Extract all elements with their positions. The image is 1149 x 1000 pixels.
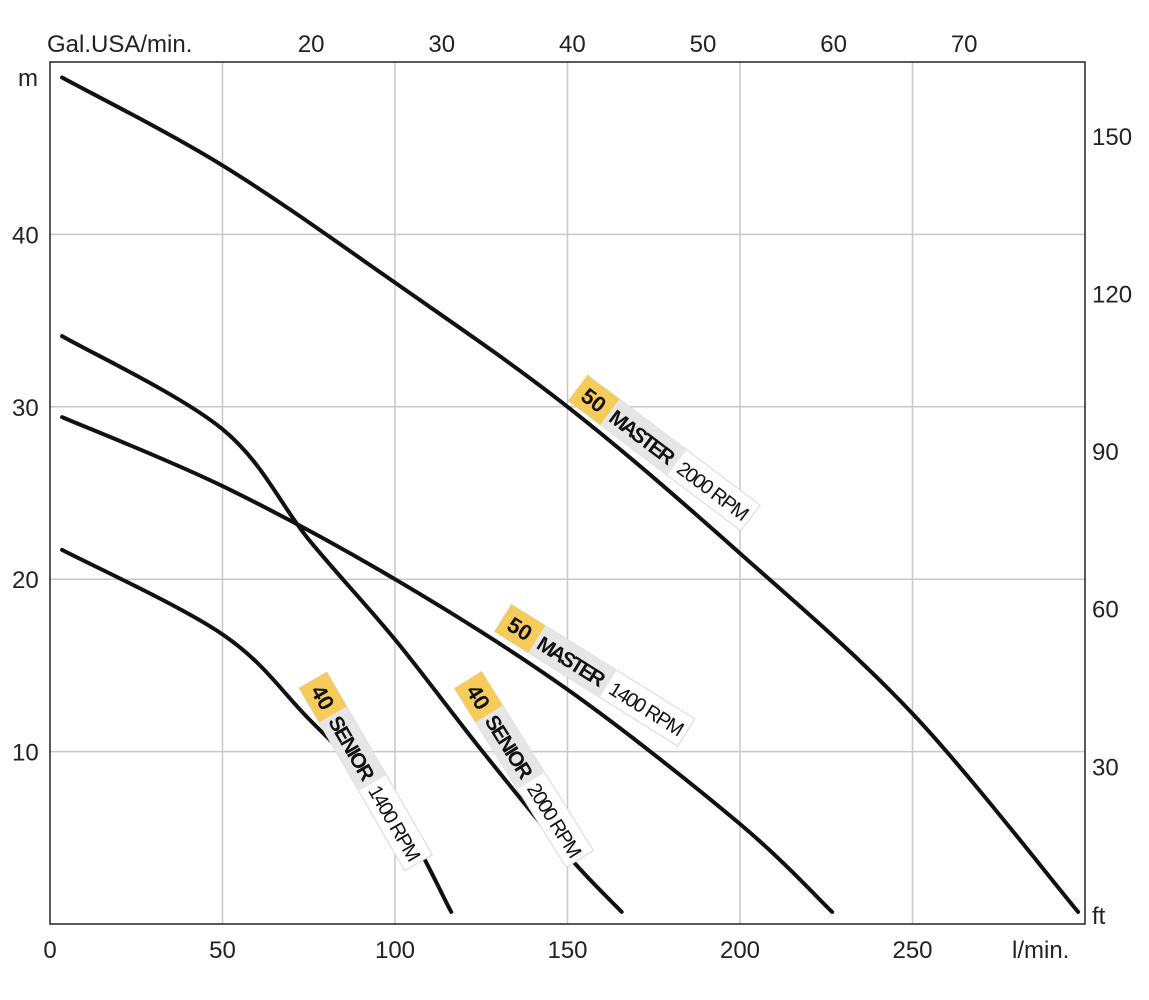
y2-tick-label: 90 (1092, 439, 1119, 466)
x-tick-label: 50 (209, 937, 236, 964)
model-badge (454, 671, 503, 723)
model-badge (568, 375, 620, 425)
model-name-tag (600, 399, 687, 476)
model-badge (494, 604, 546, 653)
model-name-tag (475, 705, 545, 790)
x-tick-label: 200 (720, 937, 760, 964)
performance-curve (60, 415, 835, 914)
y-axis-label: m (18, 65, 38, 92)
x2-tick-label: 60 (820, 31, 847, 58)
model-name-tag (319, 706, 387, 792)
curves (60, 75, 1081, 914)
y2-tick-label: 30 (1092, 754, 1119, 781)
x2-tick-label: 50 (690, 31, 717, 58)
x2-tick-label: 40 (559, 31, 586, 58)
x-tick-label: 250 (892, 937, 932, 964)
y2-tick-label: 150 (1092, 124, 1132, 151)
x-axis-label: l/min. (1012, 937, 1069, 964)
x-tick-label: 0 (43, 937, 56, 964)
model-badge (299, 672, 347, 723)
y-tick-label: 10 (12, 740, 39, 767)
model-name-tag (528, 625, 617, 698)
performance-curve (60, 547, 454, 914)
x2-tick-label: 70 (951, 31, 978, 58)
y-tick-label: 30 (12, 395, 39, 422)
x2-tick-label: 20 (298, 31, 325, 58)
grid-lines (50, 62, 1085, 924)
x2-tick-label: 30 (428, 31, 455, 58)
y2-tick-label: 60 (1092, 597, 1119, 624)
axis-ticks: m Gal.USA/min. l/min. ft 0 50 100 150 200 250… (12, 31, 1132, 964)
y-tick-label: 20 (12, 567, 39, 594)
performance-curve (60, 75, 1081, 914)
x-tick-label: 150 (547, 937, 587, 964)
x2-axis-label: Gal.USA/min. (47, 31, 192, 58)
plot-frame (49, 61, 1086, 925)
x-tick-label: 100 (375, 937, 415, 964)
y2-axis-label: ft (1092, 903, 1106, 930)
y2-tick-label: 120 (1092, 281, 1132, 308)
y-tick-label: 40 (12, 222, 39, 249)
